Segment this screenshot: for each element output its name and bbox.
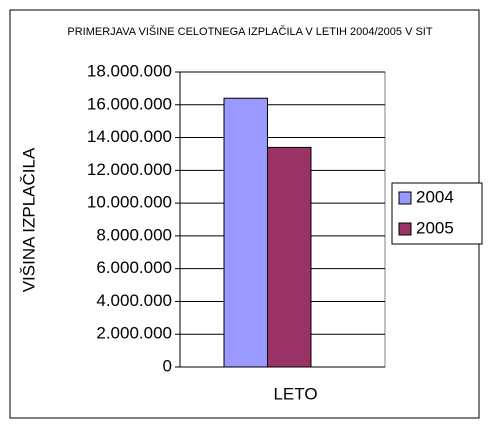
y-tick-label: 14.000.000 (87, 127, 172, 146)
y-tick-label: 6.000.000 (96, 258, 172, 277)
bar (223, 97, 268, 368)
y-tick-label: 10.000.000 (87, 193, 172, 212)
chart-title: PRIMERJAVA VIŠINE CELOTNEGA IZPLAČILA V … (67, 26, 433, 38)
bar (267, 146, 312, 368)
y-tick-label: 16.000.000 (87, 94, 172, 113)
legend-swatch (398, 222, 412, 236)
legend-swatch (398, 191, 412, 205)
y-axis-label: VIŠINA IZPLAČILA (19, 147, 38, 292)
x-tick-label: LETO (273, 384, 317, 403)
legend-label: 2004 (416, 187, 454, 206)
y-tick-label: 12.000.000 (87, 160, 172, 179)
y-tick-label: 8.000.000 (96, 225, 172, 244)
y-tick-label: 18.000.000 (87, 61, 172, 80)
legend-label: 2005 (416, 218, 454, 237)
y-tick-label: 0 (163, 356, 172, 375)
y-tick-label: 4.000.000 (96, 291, 172, 310)
y-tick-label: 2.000.000 (96, 324, 172, 343)
